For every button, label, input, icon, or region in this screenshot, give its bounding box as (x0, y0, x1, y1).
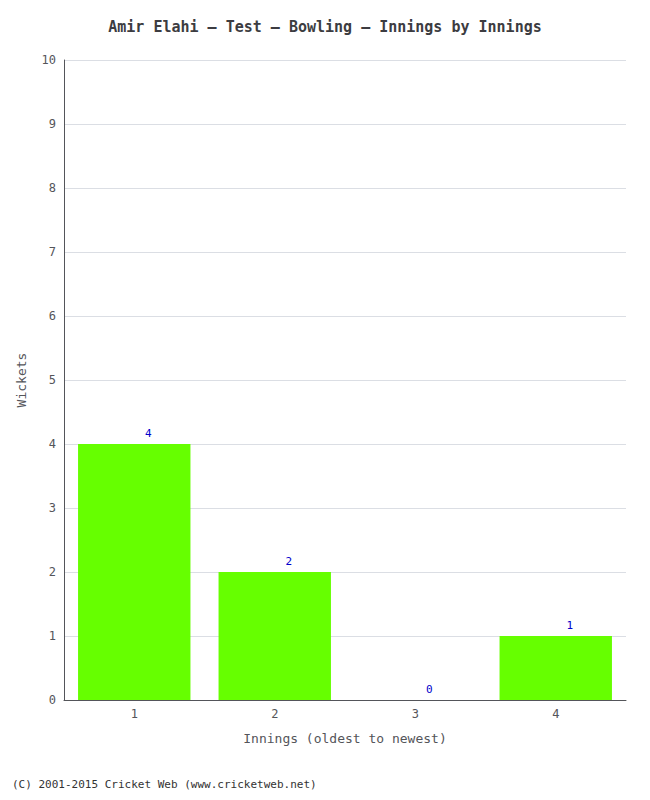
svg-text:8: 8 (49, 181, 56, 195)
svg-text:4: 4 (145, 427, 152, 440)
svg-text:3: 3 (412, 707, 419, 721)
svg-text:2: 2 (271, 707, 278, 721)
svg-text:Amir Elahi – Test – Bowling –: Amir Elahi – Test – Bowling – Innings by… (108, 18, 541, 36)
svg-text:(C) 2001-2015 Cricket Web (www: (C) 2001-2015 Cricket Web (www.cricketwe… (12, 778, 317, 791)
svg-text:4: 4 (49, 437, 56, 451)
svg-text:1: 1 (566, 619, 573, 632)
svg-text:0: 0 (426, 683, 433, 696)
svg-text:Innings (oldest to newest): Innings (oldest to newest) (243, 731, 447, 746)
svg-text:5: 5 (49, 373, 56, 387)
svg-text:2: 2 (285, 555, 292, 568)
svg-text:2: 2 (49, 565, 56, 579)
svg-text:6: 6 (49, 309, 56, 323)
svg-text:1: 1 (49, 629, 56, 643)
svg-text:7: 7 (49, 245, 56, 259)
svg-text:3: 3 (49, 501, 56, 515)
svg-text:4: 4 (552, 707, 559, 721)
svg-text:9: 9 (49, 117, 56, 131)
svg-text:Wickets: Wickets (14, 353, 29, 408)
svg-text:1: 1 (131, 707, 138, 721)
svg-text:10: 10 (42, 53, 56, 67)
svg-text:0: 0 (49, 693, 56, 707)
